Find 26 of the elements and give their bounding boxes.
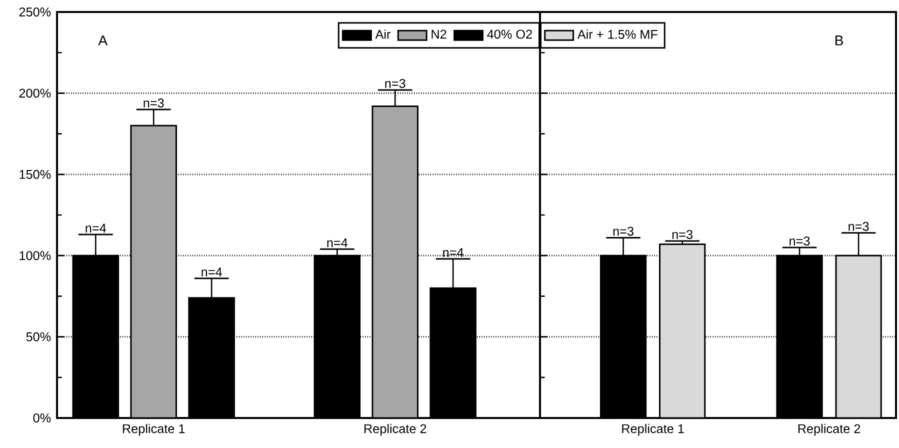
x-tick-label: Replicate 1	[622, 424, 684, 436]
legend-label: Air	[375, 30, 390, 39]
legend-label: 40% O2	[487, 30, 532, 39]
annotation: A	[98, 36, 108, 46]
annotation: n=3	[672, 230, 692, 239]
x-tick-label: Replicate 1	[122, 424, 185, 436]
annotation: n=3	[385, 78, 406, 88]
y-tick-label: 0%	[33, 414, 51, 422]
y-tick-label: 250%	[19, 8, 51, 16]
annotation: n=4	[327, 238, 348, 248]
annotation: n=3	[613, 226, 634, 236]
annotation: n=4	[202, 268, 222, 276]
x-tick-label: Replicate 2	[364, 424, 426, 436]
legend-label: N2	[432, 30, 446, 39]
y-tick-label: 200%	[19, 88, 51, 98]
annotation: n=4	[86, 224, 106, 232]
annotation: n=3	[848, 222, 869, 231]
annotation: n=3	[144, 98, 164, 108]
annotation: B	[835, 36, 844, 46]
annotation: n=4	[443, 248, 464, 257]
x-tick-label: Replicate 2	[798, 424, 860, 436]
y-tick-label: 100%	[20, 251, 51, 260]
annotation: n=3	[790, 236, 810, 246]
y-tick-label: 50%	[26, 332, 51, 342]
legend-label: Air + 1.5% MF	[577, 30, 658, 39]
y-tick-label: 150%	[20, 170, 51, 179]
